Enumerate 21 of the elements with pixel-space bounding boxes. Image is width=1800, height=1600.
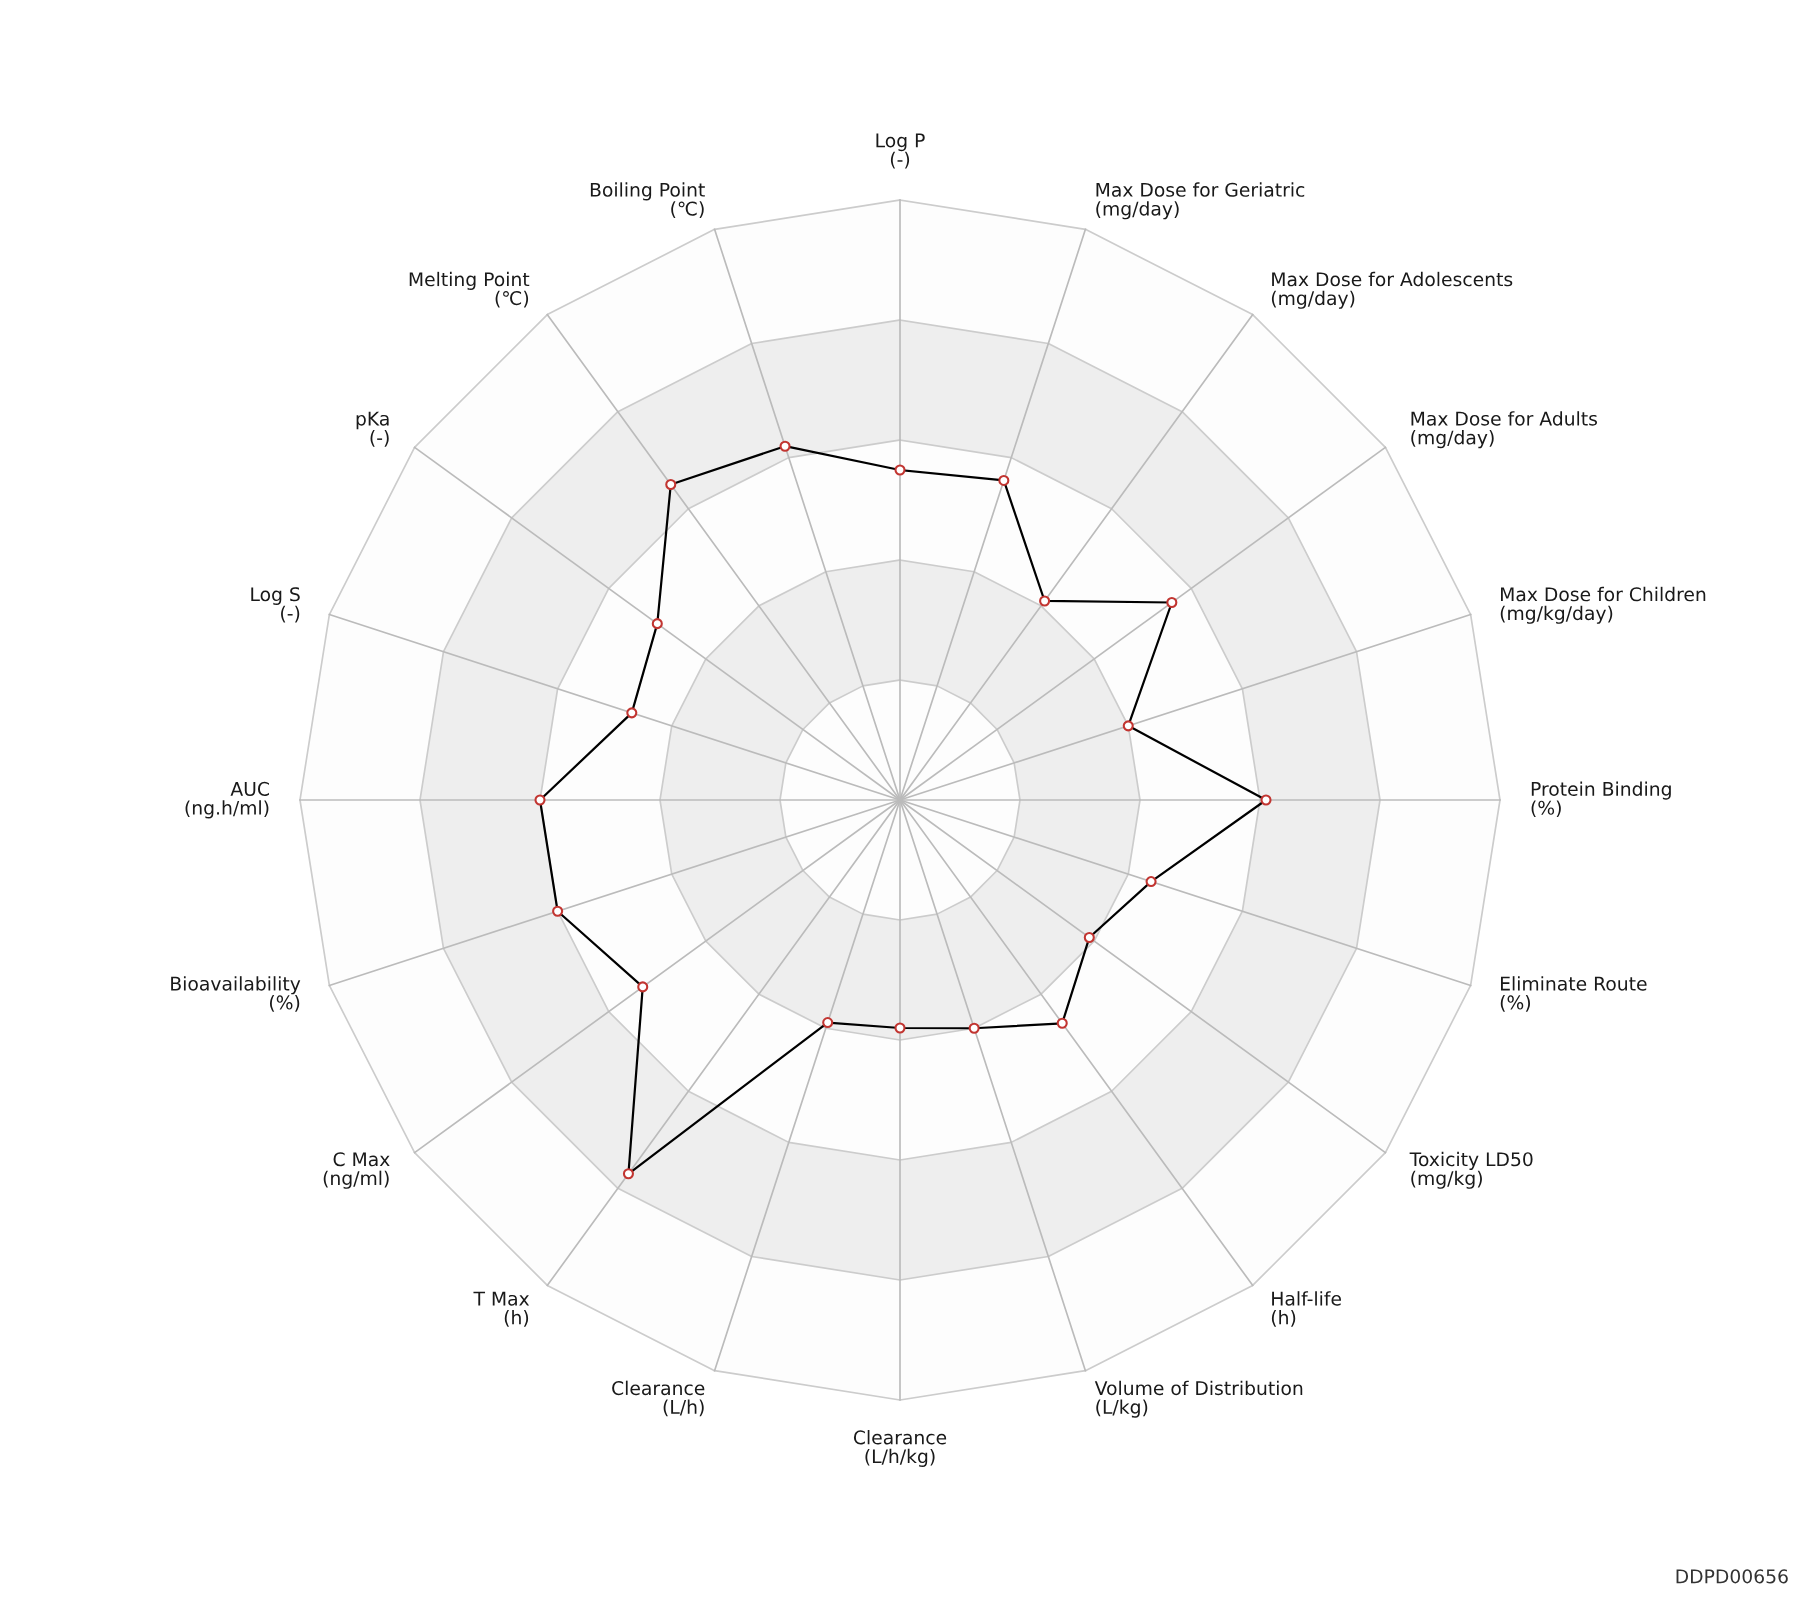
spoke-label: Log P (-) [876,133,925,169]
spoke-label: Max Dose for Geriatric (mg/day) [1096,182,1305,220]
spoke-label: Protein Binding (%) [1531,781,1671,818]
spoke-label: Max Dose for Children (mg/kg/day) [1500,586,1706,624]
spoke-label: Eliminate Route (%) [1500,976,1647,1012]
spoke-label: T Max (h) [473,1291,530,1327]
spoke-label: Half-life (h) [1271,1291,1341,1327]
spoke-label: Boiling Point (℃) [590,182,705,218]
spoke-label: pKa (-) [356,411,389,447]
spoke-label: Melting Point (℃) [409,271,530,308]
spoke-label: Toxicity LD50 (mg/kg) [1409,1151,1533,1189]
spoke-label: Bioavailability (%) [171,976,301,1012]
spoke-label: Clearance (L/h/kg) [853,1430,947,1468]
spoke-label: C Max (ng/ml) [323,1152,390,1189]
text: DDPD00656 [1676,1569,1788,1584]
spoke-label: Clearance (L/h) [612,1380,705,1417]
spoke-label: Volume of Distribution (L/kg) [1094,1380,1303,1418]
spoke-label: Max Dose for Adolescents (mg/day) [1271,271,1513,309]
spoke-label: AUC (ng.h/ml) [185,781,269,819]
spoke-label: Max Dose for Adults (mg/day) [1411,411,1598,449]
spoke-label: Log S (-) [251,587,300,623]
